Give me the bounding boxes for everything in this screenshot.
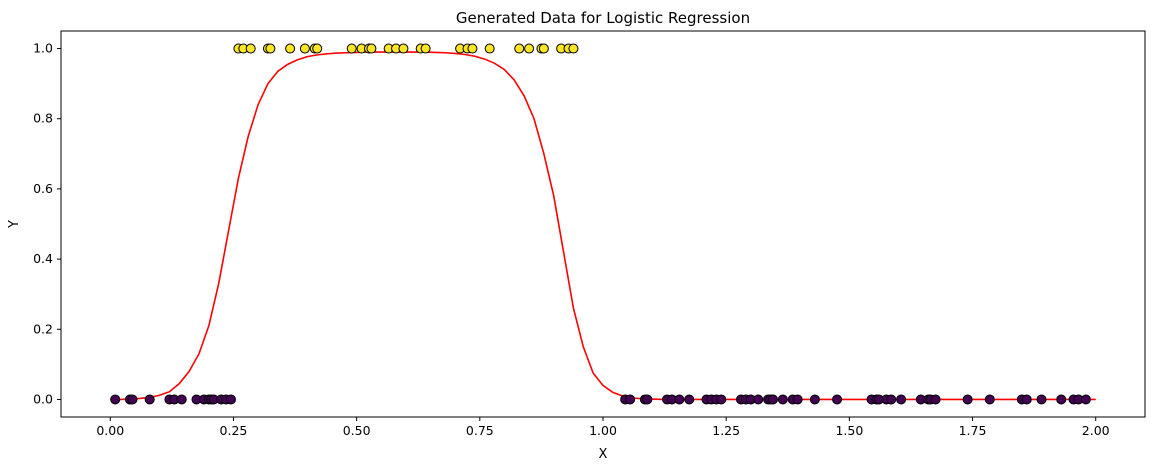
data-point-class-0 xyxy=(642,394,653,405)
data-point-class-1 xyxy=(265,43,276,54)
data-point-class-0 xyxy=(886,394,897,405)
data-point-class-0 xyxy=(225,394,236,405)
data-point-class-0 xyxy=(777,394,788,405)
x-tick-label: 2.00 xyxy=(1082,423,1110,438)
y-axis: 0.0 0.2 0.4 0.6 0.8 1.0 xyxy=(33,41,61,406)
y-axis-label: Y xyxy=(7,220,22,229)
y-tick-label: 0.4 xyxy=(33,251,53,266)
data-point-class-1 xyxy=(538,43,549,54)
x-tick-label: 1.25 xyxy=(712,423,740,438)
x-tick-label: 0.25 xyxy=(220,423,248,438)
data-point-class-1 xyxy=(346,43,357,54)
data-point-class-0 xyxy=(792,394,803,405)
data-point-class-0 xyxy=(127,394,138,405)
data-point-class-1 xyxy=(420,43,431,54)
data-point-class-1 xyxy=(524,43,535,54)
data-point-class-1 xyxy=(285,43,296,54)
x-tick-label: 0.50 xyxy=(343,423,371,438)
data-point-class-1 xyxy=(245,43,256,54)
data-point-class-1 xyxy=(366,43,377,54)
x-tick-label: 1.50 xyxy=(835,423,863,438)
data-point-class-1 xyxy=(514,43,525,54)
data-point-class-0 xyxy=(930,394,941,405)
data-point-class-0 xyxy=(684,394,695,405)
x-axis: 0.00 0.25 0.50 0.75 1.00 1.25 1.50 1.75 2.00 xyxy=(96,417,1110,438)
x-tick-label: 1.00 xyxy=(589,423,617,438)
plot-frame xyxy=(60,30,1146,418)
data-point-class-0 xyxy=(674,394,685,405)
data-point-class-0 xyxy=(716,394,727,405)
data-point-class-0 xyxy=(1036,394,1047,405)
data-point-class-0 xyxy=(809,394,820,405)
data-point-class-0 xyxy=(832,394,843,405)
data-point-class-0 xyxy=(753,394,764,405)
data-point-class-0 xyxy=(767,394,778,405)
data-point-class-0 xyxy=(1080,394,1091,405)
y-tick-label: 0.8 xyxy=(33,111,53,126)
y-tick-label: 1.0 xyxy=(33,41,53,56)
data-point-class-0 xyxy=(176,394,187,405)
y-tick-label: 0.0 xyxy=(33,391,53,406)
data-point-class-1 xyxy=(312,43,323,54)
data-point-class-1 xyxy=(467,43,478,54)
data-point-class-0 xyxy=(110,394,121,405)
data-point-class-0 xyxy=(984,394,995,405)
chart-title: Generated Data for Logistic Regression xyxy=(456,9,750,27)
curve-layer xyxy=(110,51,1096,401)
x-tick-label: 0.75 xyxy=(466,423,494,438)
points-layer xyxy=(110,43,1091,405)
y-tick-label: 0.6 xyxy=(33,181,53,196)
data-point-class-1 xyxy=(568,43,579,54)
data-point-class-1 xyxy=(299,43,310,54)
data-point-class-0 xyxy=(896,394,907,405)
logistic-curve xyxy=(110,51,1096,401)
x-tick-label: 0.00 xyxy=(96,423,124,438)
data-point-class-0 xyxy=(1021,394,1032,405)
data-point-class-0 xyxy=(962,394,973,405)
data-point-class-0 xyxy=(1056,394,1067,405)
data-point-class-1 xyxy=(398,43,409,54)
x-tick-label: 1.75 xyxy=(959,423,987,438)
y-tick-label: 0.2 xyxy=(33,321,53,336)
data-point-class-0 xyxy=(144,394,155,405)
x-axis-label: X xyxy=(599,447,608,462)
data-point-class-0 xyxy=(625,394,636,405)
data-point-class-1 xyxy=(484,43,495,54)
